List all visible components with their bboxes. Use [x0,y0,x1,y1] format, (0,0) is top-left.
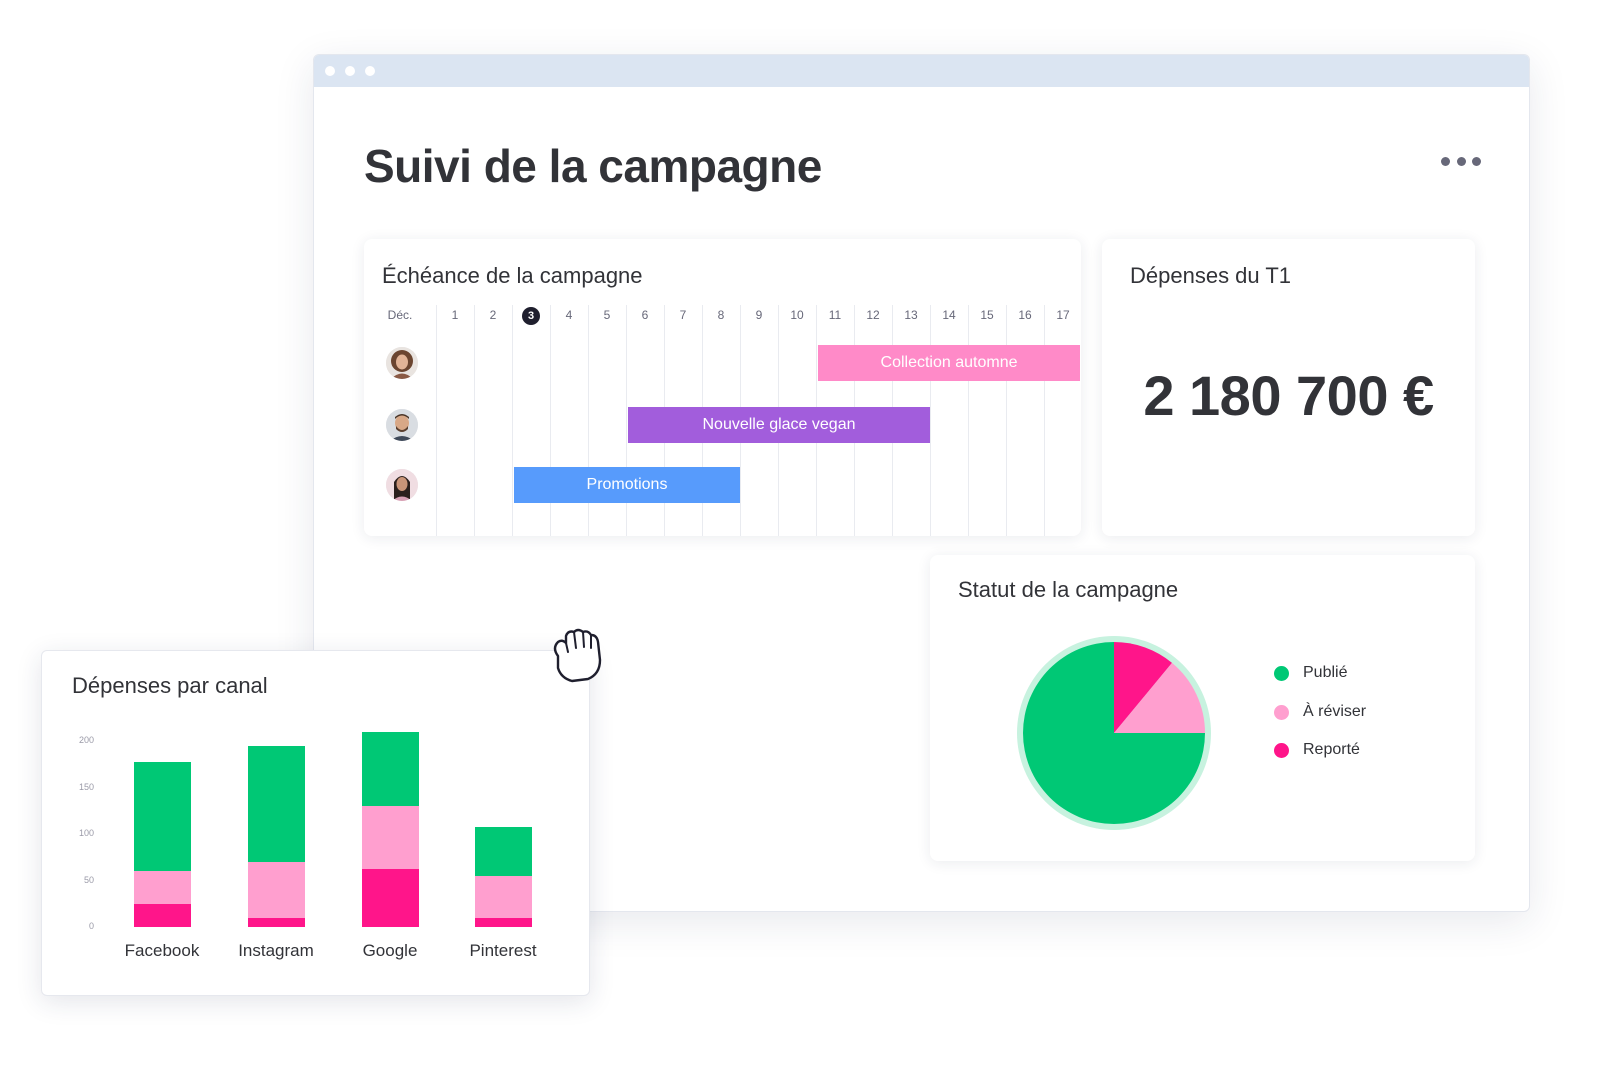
bar-segment [362,731,419,807]
window-titlebar [314,55,1529,87]
bar-stack[interactable] [248,741,305,927]
timeline-today-marker: 3 [512,305,550,325]
bar-segment [248,745,305,862]
timeline-day-label: 11 [828,308,842,322]
legend-item-reporte[interactable]: Reporté [1274,741,1360,759]
channel-spend-card[interactable]: Dépenses par canal 200 150 100 50 0 Facebook I… [41,650,590,996]
timeline-grid-line [1044,305,1045,536]
window-dot-icon [365,66,375,76]
timeline-day-label: 1 [451,308,459,322]
bar-segment [248,917,305,927]
window-dot-icon [345,66,355,76]
x-axis-label: Google [362,941,418,960]
legend-label: Publié [1303,664,1348,681]
legend-label: Reporté [1303,741,1360,758]
bar-segment [475,917,532,927]
timeline-grid-line [588,305,589,536]
timeline-day-label: 5 [603,308,611,322]
timeline-grid-line [968,305,969,536]
bar-segment [134,903,191,927]
status-title: Statut de la campagne [958,577,1179,602]
timeline-day-label: 7 [679,308,687,322]
more-dots-icon [1441,156,1450,166]
bar-segment [248,861,305,918]
pie-slice[interactable] [1114,662,1205,733]
bar-stack[interactable] [362,731,419,927]
timeline-grid-line [626,305,627,536]
timeline-title: Échéance de la campagne [382,263,643,288]
x-axis-label: Pinterest [469,941,537,960]
channel-title: Dépenses par canal [72,673,268,698]
y-tick-label: 200 [78,735,94,745]
more-options-button[interactable] [1441,151,1481,171]
timeline-month-label: Déc. [387,308,413,322]
timeline-day-label: 8 [717,308,725,322]
avatar-woman-dark-icon [386,469,418,501]
gantt-bar[interactable]: Nouvelle glace vegan [628,407,930,443]
timeline-day-label: 13 [904,308,918,322]
timeline-day-label: 10 [790,308,804,322]
timeline-day-label: 6 [641,308,649,322]
timeline-day-label: 14 [942,308,956,322]
pie-svg [1017,636,1211,830]
avatar-man-beard-icon [386,409,418,441]
timeline-day-label: 9 [755,308,763,322]
timeline-grid-line [930,305,931,536]
bar-stack[interactable] [134,741,191,927]
avatar-woman-curly-icon [386,347,418,379]
x-axis-label: Instagram [238,941,314,960]
spend-value: 2 180 700 € [1143,364,1434,427]
timeline-grid-line [436,305,437,536]
bar-segment [475,875,532,918]
timeline-day-label: 4 [565,308,573,322]
timeline-card: Échéance de la campagne Déc. 1 2 3 4 5 6 7 8 9 10… [364,239,1081,536]
timeline-day-label: 2 [489,308,497,322]
avatar[interactable] [386,469,418,501]
bar-segment [475,826,532,876]
y-tick-label: 150 [78,781,94,792]
status-pie-chart [1014,633,1214,833]
timeline-grid-line [474,305,475,536]
y-tick-label: 0 [88,921,94,931]
timeline-grid-line [512,305,513,536]
timeline-day-label: 12 [866,308,880,322]
legend-dot-icon [1274,704,1289,720]
pie-slice[interactable] [1114,642,1173,733]
y-tick-label: 100 [78,828,94,838]
spend-card: Dépenses du T1 2 180 700 € [1102,239,1475,536]
bar-segment [134,871,191,904]
timeline-day-label: 15 [980,308,994,322]
bar-segment [362,869,419,927]
bar-segment [362,806,419,870]
timeline-day-label: 17 [1056,308,1070,322]
gantt-bar[interactable]: Promotions [514,467,740,503]
timeline-grid-line [550,305,551,536]
status-card: Statut de la campagne Publié À réviser R… [930,555,1475,861]
timeline-grid-line [1006,305,1007,536]
bar-segment [134,762,191,872]
avatar[interactable] [386,347,418,379]
legend-label: À réviser [1303,703,1367,720]
grab-hand-icon [548,626,608,686]
x-axis-label: Facebook [124,941,200,960]
legend-item-publie[interactable]: Publié [1274,664,1347,682]
timeline-day-label: 16 [1018,308,1032,322]
pie-slice[interactable] [1023,642,1205,824]
bar-stack[interactable] [475,741,532,927]
window-dot-icon [325,66,335,76]
legend-dot-icon [1274,665,1289,681]
gantt-bar[interactable]: Collection automne [818,345,1080,381]
y-tick-label: 50 [83,874,94,885]
spend-title: Dépenses du T1 [1130,263,1292,288]
avatar[interactable] [386,409,418,441]
legend-item-a-reviser[interactable]: À réviser [1274,703,1366,721]
legend-dot-icon [1274,742,1289,758]
page-title: Suivi de la campagne [364,140,822,192]
